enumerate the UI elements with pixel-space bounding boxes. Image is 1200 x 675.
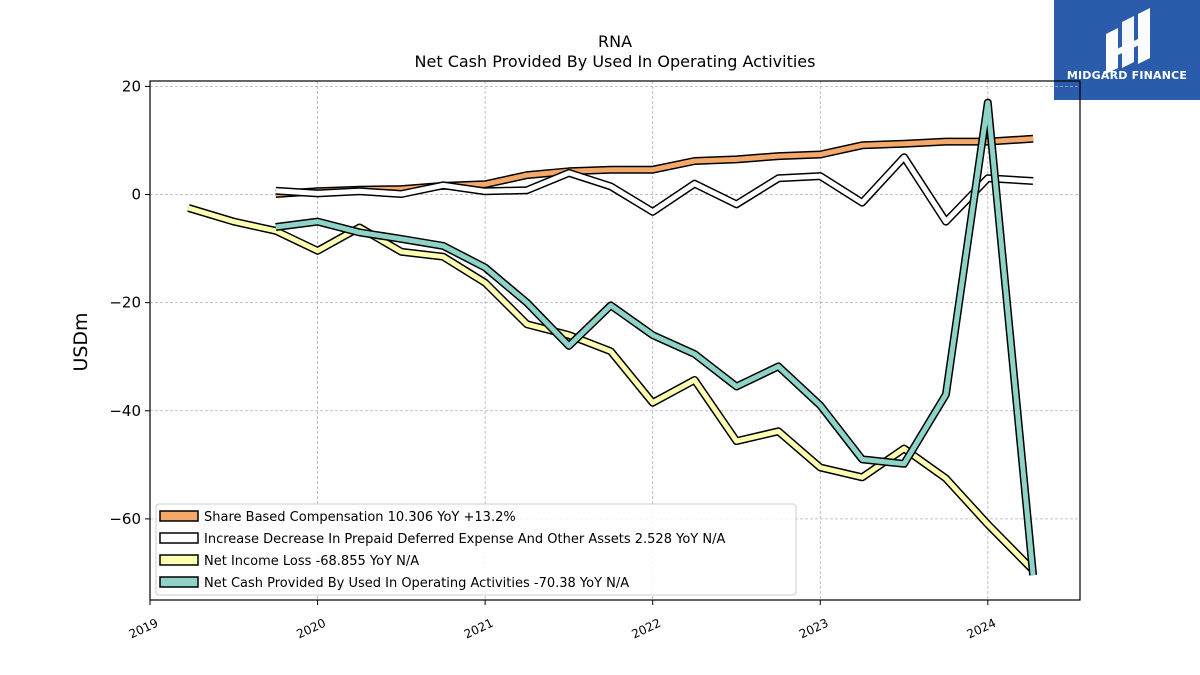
chart-title: RNA: [598, 32, 632, 51]
series-layer: [187, 98, 1038, 576]
y-tick-label: −20: [109, 294, 141, 312]
legend-label: Net Income Loss -68.855 YoY N/A: [204, 554, 419, 569]
legend-label: Net Cash Provided By Used In Operating A…: [204, 576, 629, 591]
logo-text: MIDGARD FINANCE: [1066, 69, 1188, 82]
y-axis-label: USDm: [70, 312, 92, 371]
series-2: [275, 153, 1034, 226]
y-axis: 20 0 −20 −40 −60: [109, 77, 150, 528]
y-tick-label: 20: [122, 77, 141, 95]
legend: Share Based Compensation 10.306 YoY +13.…: [155, 503, 797, 596]
series-2-line: [275, 154, 1034, 225]
legend-box: [155, 503, 797, 596]
x-tick-label: 2022: [629, 616, 663, 642]
y-tick-label: −40: [109, 402, 141, 420]
series-4-line: [275, 100, 1036, 576]
series-3-line: [187, 205, 1035, 573]
x-tick-label: 2021: [462, 616, 496, 642]
x-axis: 2019 2020 2021 2022 2023 2024: [127, 600, 998, 641]
legend-swatch: [159, 576, 199, 588]
y-tick-label: 0: [131, 186, 141, 204]
x-tick-label: 2020: [294, 616, 328, 642]
plot-frame: [149, 80, 1081, 601]
series-3: [187, 204, 1036, 574]
x-tick-label: 2024: [965, 616, 999, 642]
series-1: [275, 134, 1034, 198]
series-1-line: [275, 136, 1034, 197]
legend-label: Share Based Compensation 10.306 YoY +13.…: [204, 510, 516, 525]
legend-swatch: [159, 510, 199, 522]
logo-mark-icon: [1106, 8, 1150, 74]
x-tick-label: 2019: [127, 616, 161, 642]
legend-swatch: [159, 532, 199, 544]
x-tick-label: 2023: [797, 616, 831, 642]
midgard-finance-logo: MIDGARD FINANCE: [1054, 0, 1200, 100]
chart-subtitle: Net Cash Provided By Used In Operating A…: [415, 52, 816, 71]
y-tick-label: −60: [109, 510, 141, 528]
legend-swatch: [159, 554, 199, 566]
legend-label: Increase Decrease In Prepaid Deferred Ex…: [204, 532, 725, 547]
series-4: [275, 98, 1038, 576]
